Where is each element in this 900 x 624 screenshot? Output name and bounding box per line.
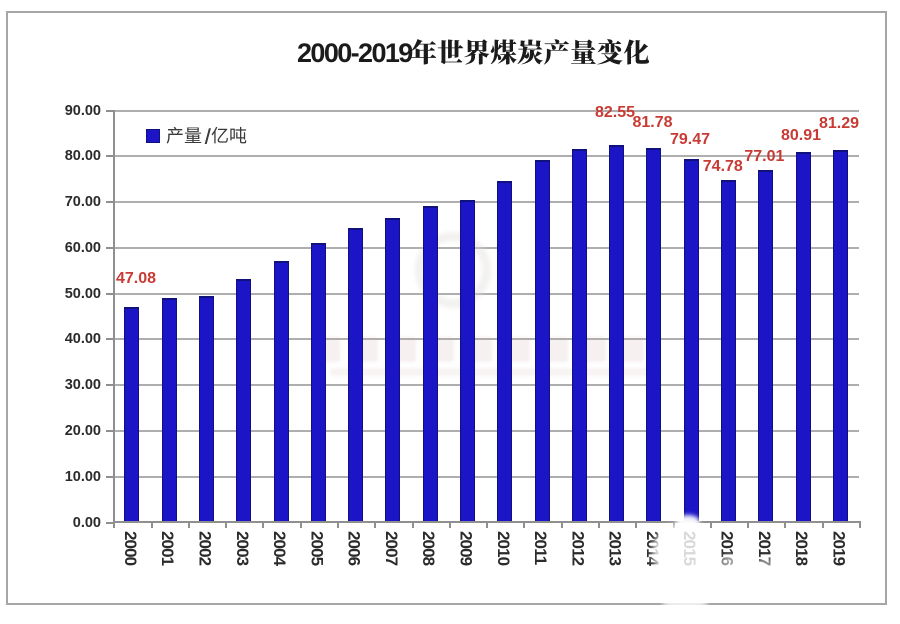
svg-text:2000-2019: 2000-2019 [297, 38, 413, 68]
